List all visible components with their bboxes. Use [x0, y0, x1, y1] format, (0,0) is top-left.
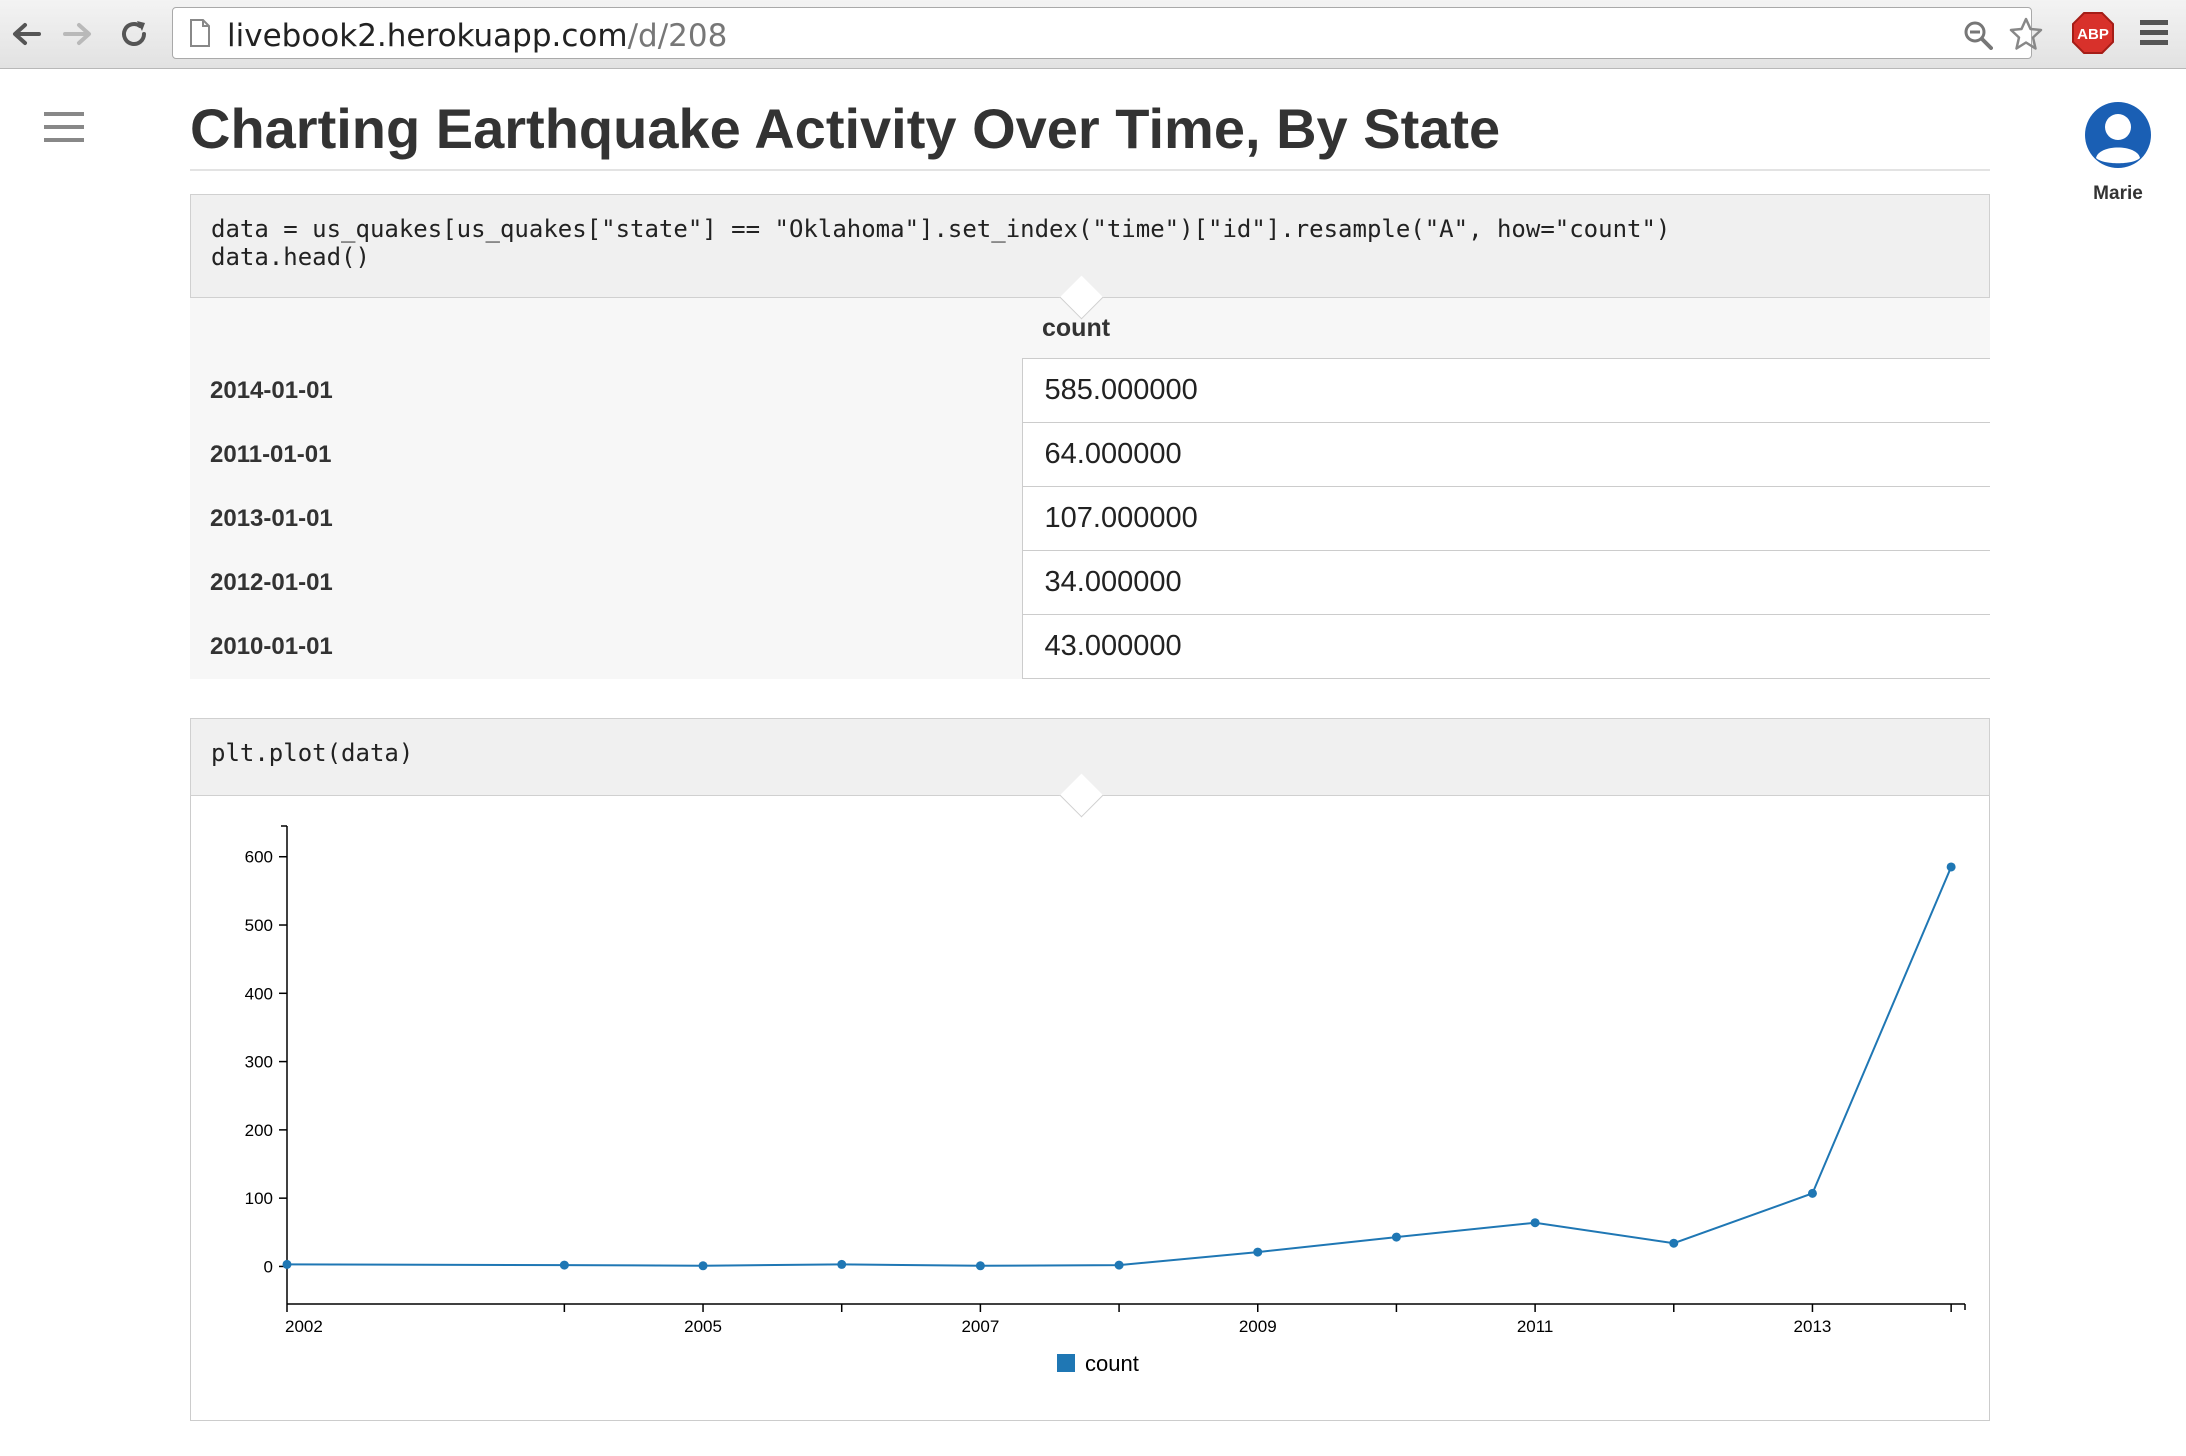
data-point: [559, 1260, 569, 1270]
legend-swatch: [1057, 1354, 1075, 1372]
reload-button[interactable]: [114, 14, 154, 54]
index-header: [190, 298, 1022, 359]
data-point: [1669, 1238, 1679, 1248]
chrome-menu-icon[interactable]: [2138, 18, 2170, 48]
y-tick-label: 400: [245, 984, 273, 1003]
row-value: 64.000000: [1021, 422, 1990, 487]
menu-bar: [44, 138, 84, 142]
row-value: 43.000000: [1021, 614, 1990, 679]
row-index: 2010-01-01: [190, 614, 1022, 679]
user-name: Marie: [2093, 183, 2143, 204]
row-index: 2013-01-01: [190, 486, 1022, 551]
line-chart: 0 100 200 300 400 500 600 2002 2005 2007 2009 2011 2…: [245, 825, 1966, 1376]
table-row: 2011-01-01 64.000000: [190, 422, 1990, 487]
forward-icon: [63, 23, 91, 45]
url-host: livebook2.herokuapp.com: [227, 18, 628, 54]
table-row: 2014-01-01 585.000000: [190, 358, 1990, 423]
x-tick-label: 2009: [1239, 1317, 1277, 1336]
row-index: 2014-01-01: [190, 358, 1022, 423]
data-point: [1253, 1247, 1263, 1257]
output-table: count 2014-01-01 585.000000 2011-01-01 6…: [190, 298, 1990, 679]
sidebar-menu-button[interactable]: [44, 112, 86, 142]
url-path: /d/208: [627, 18, 728, 54]
menu-bar: [44, 125, 84, 129]
row-index: 2012-01-01: [190, 550, 1022, 615]
code-cell-1[interactable]: data = us_quakes[us_quakes["state"] == "…: [190, 194, 1990, 298]
code-line: data = us_quakes[us_quakes["state"] == "…: [211, 215, 1671, 243]
row-index: 2011-01-01: [190, 422, 1022, 487]
avatar-icon: [2085, 102, 2151, 168]
x-tick-label: 2007: [961, 1317, 999, 1336]
table-row: 2010-01-01 43.000000: [190, 614, 1990, 679]
back-button[interactable]: [6, 14, 46, 54]
address-bar[interactable]: livebook2.herokuapp.com/d/208: [172, 7, 2043, 59]
row-value: 585.000000: [1021, 358, 1990, 423]
adblock-icon[interactable]: ABP: [2072, 12, 2114, 54]
title-divider: [190, 169, 1990, 171]
user-menu[interactable]: Marie: [2082, 100, 2154, 205]
row-value: 107.000000: [1021, 486, 1990, 551]
data-point: [837, 1259, 847, 1269]
url-text[interactable]: livebook2.herokuapp.com/d/208: [227, 18, 727, 54]
page-icon: [190, 19, 210, 47]
y-tick-label: 600: [245, 848, 273, 867]
forward-button[interactable]: [58, 14, 98, 54]
legend-label: count: [1085, 1351, 1139, 1376]
y-tick-label: 500: [245, 916, 273, 935]
x-tick-label: 2011: [1517, 1317, 1554, 1336]
star-icon[interactable]: [2009, 17, 2043, 51]
data-point: [975, 1261, 985, 1271]
series-line: [286, 866, 1953, 1267]
reload-icon: [122, 21, 146, 46]
zoom-icon[interactable]: [1963, 20, 1993, 50]
data-point: [282, 1259, 292, 1269]
y-tick-label: 200: [245, 1121, 273, 1140]
back-icon: [13, 23, 41, 45]
table-header-row: count: [190, 298, 1990, 359]
data-point: [1391, 1232, 1401, 1242]
x-tick-label: 2005: [684, 1317, 722, 1336]
data-point: [1946, 862, 1956, 872]
y-tick-label: 0: [264, 1257, 273, 1276]
x-tick-label: 2013: [1794, 1317, 1832, 1336]
chart-output: 0 100 200 300 400 500 600 2002 2005 2007 2009 2011 2…: [190, 796, 1990, 1421]
table-row: 2013-01-01 107.000000: [190, 486, 1990, 551]
browser-toolbar: livebook2.herokuapp.com/d/208 ABP: [0, 0, 2186, 69]
menu-bar: [44, 112, 84, 116]
code-line: plt.plot(data): [211, 739, 414, 767]
code-line: data.head(): [211, 243, 370, 271]
data-point: [698, 1261, 708, 1271]
column-header-count: count: [1022, 298, 1990, 359]
data-point: [1807, 1188, 1817, 1198]
y-tick-label: 300: [245, 1053, 273, 1072]
data-point: [1114, 1260, 1124, 1270]
y-tick-label: 100: [245, 1189, 273, 1208]
table-row: 2012-01-01 34.000000: [190, 550, 1990, 615]
data-point: [1530, 1218, 1540, 1228]
adblock-label: ABP: [2077, 26, 2109, 43]
x-tick-label: 2002: [285, 1317, 323, 1336]
row-value: 34.000000: [1021, 550, 1990, 615]
page-title: Charting Earthquake Activity Over Time, …: [190, 97, 1501, 160]
